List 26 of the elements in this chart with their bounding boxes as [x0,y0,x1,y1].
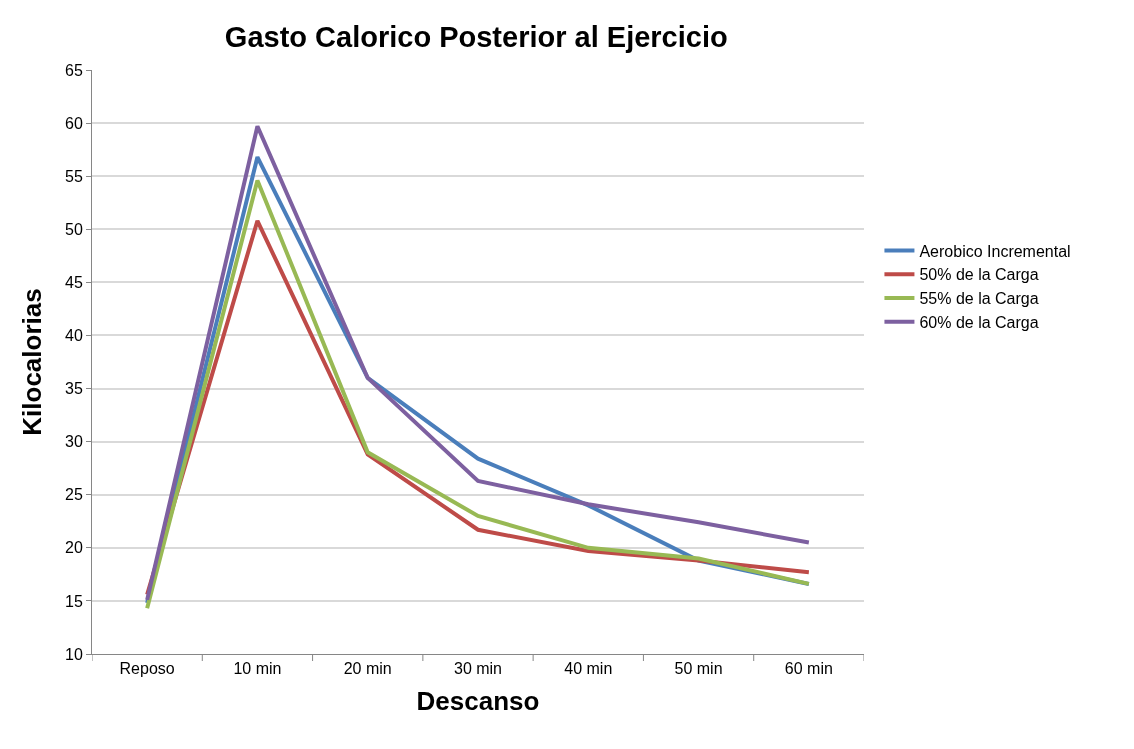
y-tick-label: 65 [65,61,83,79]
x-tick-label: 40 min [564,660,613,678]
y-tick-label: 10 [65,645,83,663]
legend-label: 50% de la Carga [919,266,1039,284]
y-tick-label: 35 [65,380,83,398]
x-tick-label: Reposo [119,660,175,678]
x-tick-label: 20 min [343,660,392,678]
x-tick-label: 10 min [233,660,282,678]
legend-label: 55% de la Carga [919,290,1039,308]
x-tick-label: 60 min [784,660,833,678]
chart-title: Gasto Calorico Posterior al Ejercicio [224,20,728,53]
y-tick-label: 20 [65,539,83,557]
x-tick-label: 30 min [453,660,503,678]
x-axis-title: Descanso [416,685,540,716]
y-tick-label: 55 [65,167,83,185]
y-tick-label: 50 [65,220,83,238]
y-tick-label: 15 [65,592,83,610]
y-tick-label: 40 [65,327,83,345]
y-tick-label: 60 [65,114,83,132]
y-tick-label: 25 [65,486,83,504]
y-tick-label: 45 [65,273,83,291]
y-axis-title: Kilocalorias [17,288,48,436]
legend-label: Aerobico Incremental [919,242,1071,260]
legend-label: 60% de la Carga [919,314,1039,332]
x-tick-label: 50 min [674,660,723,678]
y-tick-label: 30 [65,433,83,451]
